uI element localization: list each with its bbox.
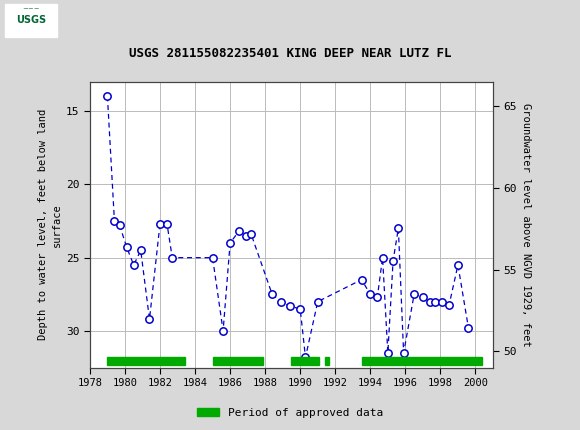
Point (389, 257, 398, 264)
Point (234, 228, 244, 235)
Point (357, 276, 366, 283)
Point (168, 254, 177, 261)
Point (430, 298, 440, 305)
Point (409, 291, 419, 298)
Point (437, 298, 447, 305)
Point (129, 261, 139, 268)
Point (378, 254, 387, 261)
Point (155, 221, 165, 227)
Point (136, 247, 146, 254)
Point (241, 232, 251, 239)
Text: USGS: USGS (16, 15, 46, 25)
Point (444, 301, 454, 308)
Point (110, 218, 119, 224)
Point (301, 354, 310, 361)
Bar (213, 357, 263, 366)
Point (208, 254, 218, 261)
Point (122, 244, 131, 251)
Point (454, 261, 463, 268)
Point (365, 291, 375, 298)
Bar (325, 357, 329, 366)
Point (285, 303, 294, 310)
Text: ~~~: ~~~ (22, 6, 39, 12)
Bar (361, 357, 483, 366)
Point (373, 294, 382, 301)
Point (219, 328, 228, 335)
Point (162, 221, 172, 227)
Point (418, 294, 427, 301)
Point (267, 291, 277, 298)
Y-axis label: Depth to water level, feet below land
surface: Depth to water level, feet below land su… (38, 109, 62, 340)
Bar (107, 357, 184, 366)
Point (296, 306, 305, 313)
Point (115, 222, 124, 229)
Point (246, 231, 256, 238)
Legend: Period of approved data: Period of approved data (193, 403, 387, 422)
Point (383, 350, 393, 356)
Point (399, 350, 408, 356)
Point (276, 298, 285, 305)
Point (226, 240, 235, 246)
Point (394, 225, 403, 232)
Point (145, 316, 154, 322)
Point (425, 298, 434, 305)
Point (464, 325, 473, 332)
Y-axis label: Groundwater level above NGVD 1929, feet: Groundwater level above NGVD 1929, feet (521, 103, 531, 347)
Bar (5, 4, 57, 37)
Point (103, 93, 112, 100)
Point (313, 298, 322, 305)
Text: USGS 281155082235401 KING DEEP NEAR LUTZ FL: USGS 281155082235401 KING DEEP NEAR LUTZ… (129, 47, 451, 60)
Bar (292, 357, 320, 366)
